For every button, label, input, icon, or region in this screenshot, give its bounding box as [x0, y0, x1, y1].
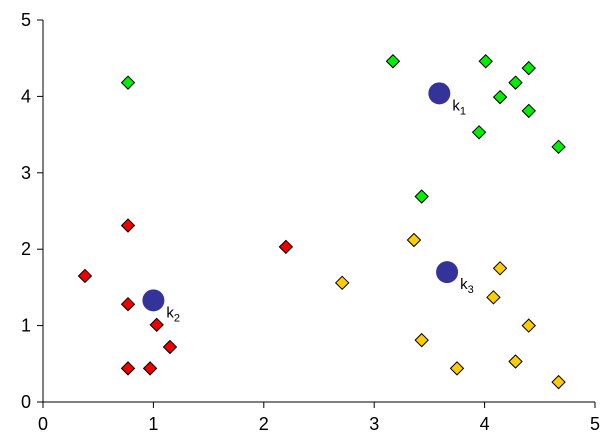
- x-tick-label: 2: [259, 414, 269, 434]
- data-point-diamond: [278, 239, 294, 255]
- y-tick-label: 0: [21, 392, 31, 412]
- centroid-circle: [436, 261, 459, 284]
- axes: [37, 19, 596, 408]
- data-points: [77, 54, 566, 390]
- data-point-diamond: [142, 361, 158, 376]
- data-point-diamond: [521, 60, 536, 76]
- data-point-diamond: [508, 75, 523, 90]
- data-point-diamond: [551, 139, 566, 155]
- data-point-diamond: [385, 54, 401, 69]
- data-point-diamond: [486, 290, 501, 305]
- x-tick-label: 0: [38, 414, 48, 434]
- data-point-diamond: [521, 103, 536, 119]
- data-point-diamond: [414, 332, 429, 348]
- centroid-label: k3: [460, 276, 474, 296]
- data-point-diamond: [120, 297, 136, 312]
- data-point-diamond: [449, 361, 465, 376]
- data-point-diamond: [120, 218, 136, 233]
- data-point-diamond: [149, 317, 164, 333]
- data-point-diamond: [508, 354, 523, 369]
- centroid-label: k1: [452, 97, 466, 117]
- tick-labels: 0 1 2 3 4 5 0 1 2 3 4 5: [21, 10, 600, 434]
- centroid-circle: [142, 289, 165, 312]
- y-tick-label: 4: [21, 86, 31, 106]
- x-tick-label: 4: [480, 414, 490, 434]
- data-point-diamond: [521, 318, 536, 333]
- y-tick-label: 2: [21, 239, 31, 259]
- data-point-diamond: [406, 232, 422, 248]
- data-point-diamond: [492, 89, 508, 105]
- data-point-diamond: [162, 339, 178, 355]
- x-tick-label: 5: [590, 414, 600, 434]
- data-point-diamond: [478, 54, 493, 69]
- y-tick-label: 1: [21, 316, 31, 336]
- data-point-diamond: [77, 268, 93, 284]
- data-point-diamond: [492, 261, 508, 276]
- data-point-diamond: [551, 374, 566, 390]
- y-tick-label: 5: [21, 10, 31, 30]
- x-tick-label: 3: [369, 414, 379, 434]
- centroid-markers: k1 k2 k3: [142, 82, 474, 324]
- centroid-circle: [428, 82, 451, 105]
- data-point-diamond: [334, 275, 350, 291]
- data-point-diamond: [120, 361, 136, 376]
- data-point-diamond: [120, 75, 136, 90]
- centroid-label: k2: [166, 304, 180, 324]
- x-tick-label: 1: [148, 414, 158, 434]
- data-point-diamond: [414, 189, 429, 204]
- y-tick-label: 3: [21, 163, 31, 183]
- data-point-diamond: [471, 125, 487, 140]
